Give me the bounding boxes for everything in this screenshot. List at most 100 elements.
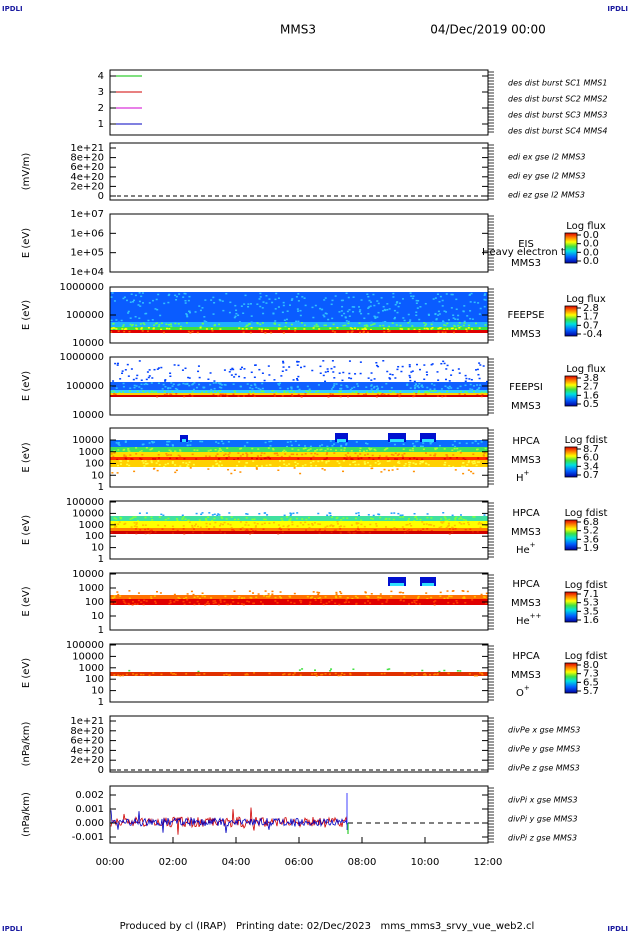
spectrogram-pixel bbox=[392, 454, 395, 456]
spectrogram-pixel bbox=[290, 323, 293, 326]
spectrogram-pixel bbox=[413, 328, 416, 331]
spectrogram-pixel bbox=[148, 442, 151, 444]
spectrogram-pixel bbox=[127, 448, 130, 450]
spectrogram-pixel bbox=[339, 590, 342, 593]
spectrogram-pixel bbox=[365, 324, 368, 326]
spectrogram-pixel bbox=[222, 442, 225, 445]
spectrogram-pixel bbox=[314, 450, 317, 452]
spectrogram-pixel bbox=[389, 373, 392, 375]
spectrogram-pixel bbox=[345, 384, 348, 387]
spectrogram-pixel bbox=[124, 369, 127, 371]
spectrogram-pixel bbox=[371, 454, 374, 457]
spectrogram-pixel bbox=[209, 449, 212, 451]
spectrogram-pixel bbox=[138, 386, 141, 388]
spectrogram-pixel bbox=[414, 516, 417, 518]
spectrogram-pixel bbox=[124, 441, 127, 443]
spectrogram-pixel bbox=[331, 330, 334, 332]
spectrogram-pixel bbox=[171, 673, 174, 675]
spectrogram-pixel bbox=[214, 602, 217, 604]
spectrogram-pixel bbox=[194, 523, 197, 525]
spectrogram-pixel bbox=[176, 529, 179, 532]
spectrogram-pixel bbox=[387, 328, 390, 331]
spectrogram-pixel bbox=[198, 376, 201, 379]
spectrogram-pixel bbox=[282, 460, 285, 462]
spectrogram-pixel bbox=[419, 529, 422, 532]
spectrogram-pixel bbox=[430, 323, 433, 326]
spectrogram-pixel bbox=[204, 518, 207, 520]
spectrogram-pixel bbox=[469, 310, 472, 312]
spectrogram-pixel bbox=[254, 525, 257, 527]
spectrogram-pixel bbox=[434, 313, 437, 316]
spectrogram-pixel bbox=[472, 453, 475, 456]
spectrogram-pixel bbox=[446, 386, 449, 389]
spectrogram-pixel bbox=[484, 596, 487, 598]
spectrogram-pixel bbox=[269, 464, 272, 466]
spectrogram-pixel bbox=[419, 460, 422, 463]
spectrogram-pixel bbox=[359, 361, 362, 363]
spectrogram-pixel bbox=[399, 599, 402, 602]
spectrogram-pixel bbox=[408, 461, 411, 464]
spectrogram-pixel bbox=[307, 523, 310, 526]
spectrogram-pixel bbox=[484, 391, 487, 393]
spectrogram-pixel bbox=[302, 448, 305, 450]
spectrogram-pixel bbox=[128, 669, 131, 672]
spectrogram-pixel bbox=[442, 320, 445, 322]
spectrogram-pixel bbox=[122, 385, 125, 388]
spectrogram-pixel bbox=[415, 393, 418, 395]
spectrogram-pixel bbox=[135, 522, 138, 524]
spectrogram-pixel bbox=[243, 597, 246, 599]
y-tick-label: 1e+21 bbox=[70, 716, 104, 727]
spectrogram-pixel bbox=[448, 528, 451, 530]
colorbar-label: 1.6 bbox=[583, 390, 599, 401]
spectrogram-pixel bbox=[326, 525, 329, 527]
spectrogram-pixel bbox=[396, 454, 399, 456]
spectrogram-pixel bbox=[306, 595, 309, 598]
spectrogram-pixel bbox=[377, 513, 380, 515]
spectrogram-pixel bbox=[141, 302, 144, 304]
spectrogram-pixel bbox=[453, 324, 456, 327]
spectrogram-pixel bbox=[289, 519, 292, 521]
overlay-text: Heavy electron to bbox=[482, 247, 571, 258]
spectrogram-pixel bbox=[297, 457, 300, 460]
spectrogram-pixel bbox=[144, 532, 147, 535]
spectrogram-pixel bbox=[321, 460, 324, 462]
spectrogram-pixel bbox=[150, 529, 153, 532]
spectrogram-pixel bbox=[349, 388, 352, 391]
spectrogram-pixel bbox=[309, 461, 312, 464]
spectrogram-pixel bbox=[133, 299, 136, 302]
spectrogram-pixel bbox=[452, 454, 455, 456]
spectrogram-pixel bbox=[403, 672, 406, 674]
spectrogram-pixel bbox=[444, 385, 447, 387]
spectrogram-pixel bbox=[123, 454, 126, 456]
spectrogram-pixel bbox=[470, 292, 473, 295]
spectrogram-pixel bbox=[191, 383, 194, 386]
spectrogram-pixel bbox=[415, 302, 418, 304]
colorbar-label: -0.4 bbox=[583, 329, 603, 340]
spectrogram-pixel bbox=[381, 393, 384, 395]
spectrogram-pixel bbox=[133, 470, 136, 473]
spectrogram-pixel bbox=[235, 312, 238, 315]
spectrogram-pixel bbox=[205, 391, 208, 393]
spectrogram-pixel bbox=[345, 292, 348, 295]
spectrogram-pixel bbox=[144, 516, 147, 519]
spectrogram-pixel bbox=[341, 305, 344, 308]
spectrogram-pixel bbox=[277, 306, 280, 308]
spectrogram-pixel bbox=[379, 516, 382, 519]
spectrogram-pixel bbox=[343, 447, 346, 449]
colorbar-title: Log fdist bbox=[565, 580, 608, 591]
spectrogram-pixel bbox=[281, 395, 284, 397]
spectrogram-pixel bbox=[260, 458, 263, 461]
spectrogram-pixel bbox=[395, 324, 398, 326]
x-tick-label: 00:00 bbox=[96, 857, 125, 868]
spectrogram-pixel bbox=[223, 521, 226, 524]
spectrogram-pixel bbox=[475, 369, 478, 371]
spectrogram-pixel bbox=[456, 387, 459, 390]
spectrogram-pixel bbox=[310, 452, 313, 455]
spectrogram-pixel bbox=[259, 601, 262, 603]
x-tick-label: 12:00 bbox=[474, 857, 503, 868]
spectrogram-pixel bbox=[254, 384, 257, 386]
corner-label: IPDLI bbox=[2, 5, 23, 13]
spectrogram-pixel bbox=[479, 672, 482, 674]
x-tick-label: 04:00 bbox=[222, 857, 251, 868]
spectrogram-pixel bbox=[168, 602, 171, 605]
